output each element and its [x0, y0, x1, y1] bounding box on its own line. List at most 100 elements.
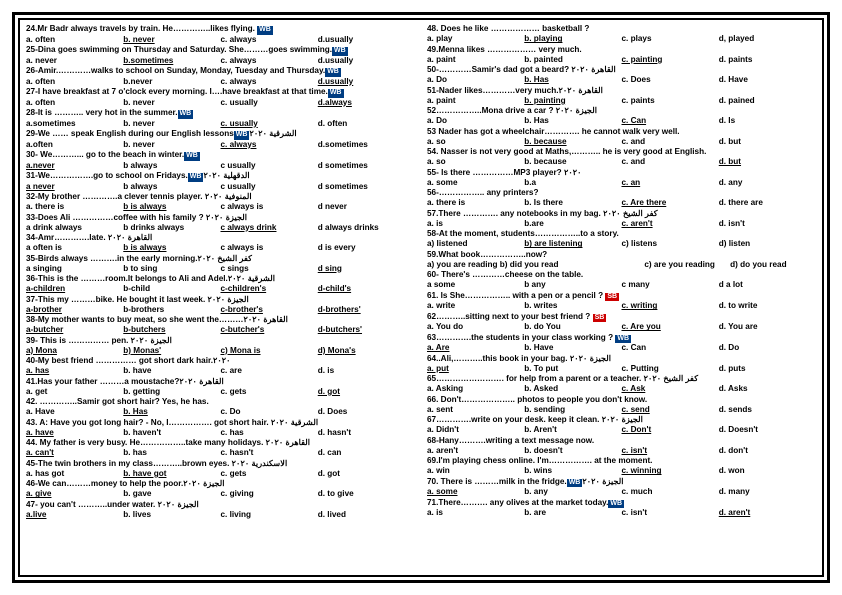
option: b. because: [524, 137, 621, 147]
options-row: a. sentb. sendingc. sendd. sends: [427, 405, 816, 415]
option: d is every: [318, 243, 415, 253]
options-row: a often isb is alwaysc always isd is eve…: [26, 243, 415, 253]
option: c. has: [221, 428, 318, 438]
option: c. always: [221, 77, 318, 87]
options-row: a. You dob. do Youc. Are youd. You are: [427, 322, 816, 332]
question-text: 39- This is …………… pen. الجيزة ٢٠٢٠: [26, 336, 415, 346]
question-text: 29-We …… speak English during our Englis…: [26, 129, 415, 140]
option: a. You do: [427, 322, 524, 332]
option: a drink always: [26, 223, 123, 233]
question-text: 52……………..Mona drive a car ? الجيزة ٢٠٢٠: [427, 106, 816, 116]
option: c. are: [221, 366, 318, 376]
option: d. often: [318, 119, 415, 129]
arabic-source: الجيزة ٢٠٢٠: [206, 213, 247, 222]
option: a. win: [427, 466, 524, 476]
option: b. playing: [524, 34, 621, 44]
options-row: a. paintb. paintedc. paintingd. paints: [427, 55, 816, 65]
question-text: 51-Nader likes…………very much.القاهرة ٢٠٢٠: [427, 86, 816, 96]
option: d-child's: [318, 284, 415, 294]
option: a. aren't: [427, 446, 524, 456]
question-text: 48. Does he like ……………… basketball ?: [427, 24, 816, 34]
sb-tag: SB: [593, 314, 607, 323]
option: c. an: [622, 178, 719, 188]
option: b. Have: [524, 343, 621, 353]
arabic-source: القاهرة ٢٠٢٠: [108, 233, 152, 242]
option: a-brother: [26, 305, 123, 315]
question-text: 57.There …………. any notebooks in my bag. …: [427, 209, 816, 219]
question-text: 24.Mr Badr always travels by train. He………: [26, 24, 415, 35]
arabic-source: الاسكندرية ٢٠٢٠: [232, 459, 288, 468]
arabic-source: القاهرة ٢٠٢٠: [243, 315, 287, 324]
option: a. Are: [427, 343, 524, 353]
option: d-butchers': [318, 325, 415, 335]
options-row: a-childrenb-childc-children'sd-child's: [26, 284, 415, 294]
question-text: 54. Nasser is not very good at Maths,…………: [427, 147, 816, 157]
option: d. won: [719, 466, 816, 476]
question-text: 36-This is the ………room.It belongs to Ali…: [26, 274, 415, 284]
options-row: a. sob. becausec. andd. but: [427, 137, 816, 147]
option: a. there is: [26, 202, 123, 212]
option: a some: [427, 280, 524, 290]
options-row: a.neverb alwaysc usuallyd sometimes: [26, 161, 415, 171]
arabic-source: الجيزة ٢٠٢٠: [570, 354, 611, 363]
option: a. paint: [427, 96, 524, 106]
options-row: a-butcherb-butchersc-butcher'sd-butchers…: [26, 325, 415, 335]
option: a. play: [427, 34, 524, 44]
option: a. often: [26, 77, 123, 87]
option: c. giving: [221, 489, 318, 499]
option: b.a: [524, 178, 621, 188]
option: c. aren't: [622, 219, 719, 229]
option: a-children: [26, 284, 123, 294]
option: d. but: [719, 137, 816, 147]
option: c. isn't: [622, 508, 719, 518]
option: d never: [318, 202, 415, 212]
question-text: 69.I'm playing chess online. I'm……………. a…: [427, 456, 816, 466]
arabic-source: الجيزة ٢٠٢٠: [208, 295, 249, 304]
option: b. never: [123, 140, 220, 150]
option: a. has got: [26, 469, 123, 479]
option: b. because: [524, 157, 621, 167]
sb-tag: SB: [605, 293, 619, 302]
options-row: a. can'tb. hasc. hasn'td. can: [26, 448, 415, 458]
option: b. wins: [524, 466, 621, 476]
question-text: 71.There………. any olives at the market to…: [427, 498, 816, 509]
option: a.never: [26, 161, 123, 171]
option: c-butcher's: [221, 325, 318, 335]
option: c. gets: [221, 469, 318, 479]
option: b-child: [123, 284, 220, 294]
option: d. got: [318, 387, 415, 397]
option: c. living: [221, 510, 318, 520]
option: b. lives: [123, 510, 220, 520]
question-text: 61. Is She…………….. with a pen or a pencil…: [427, 291, 816, 302]
question-text: 35-Birds always ……….in the early morning…: [26, 254, 415, 264]
question-text: 65……………………. for help from a parent or a …: [427, 374, 816, 384]
option: d.usually: [318, 56, 415, 66]
option: d. You are: [719, 322, 816, 332]
page-inner-border: 24.Mr Badr always travels by train. He………: [18, 18, 824, 577]
option: c. writing: [622, 301, 719, 311]
options-row: a someb anyc manyd a lot: [427, 280, 816, 290]
option: c. Are there: [622, 198, 719, 208]
option: d. any: [719, 178, 816, 188]
question-text: 40-My best friend …………… got short dark h…: [26, 356, 415, 366]
left-column: 24.Mr Badr always travels by train. He………: [26, 24, 415, 571]
option: a) Mona: [26, 346, 123, 356]
option: a. sent: [427, 405, 524, 415]
options-row: a drink alwaysb drinks alwaysc always dr…: [26, 223, 415, 233]
option: d. aren't: [719, 508, 816, 518]
options-row: a. isb.arec. aren'td. isn't: [427, 219, 816, 229]
wb-tag: WB: [328, 89, 344, 98]
options-row: a. Didn'tb. Aren'tc. Don'td. Doesn't: [427, 425, 816, 435]
question-text: 30- We………... go to the beach in winter.W…: [26, 150, 415, 161]
options-row: a. there isb. Is therec. Are thered. the…: [427, 198, 816, 208]
option: d. Do: [719, 343, 816, 353]
option: c. Does: [622, 75, 719, 85]
arabic-source: القاهرة ٢٠٢٠: [559, 86, 603, 95]
wb-tag: WB: [615, 335, 631, 344]
option: a.live: [26, 510, 123, 520]
option: d. hasn't: [318, 428, 415, 438]
right-column: 48. Does he like ……………… basketball ?a. p…: [427, 24, 816, 571]
options-row: a. Askingb. Askedc. Askd. Asks: [427, 384, 816, 394]
options-row: a. there isb is alwaysc always isd never: [26, 202, 415, 212]
option: d. to give: [318, 489, 415, 499]
